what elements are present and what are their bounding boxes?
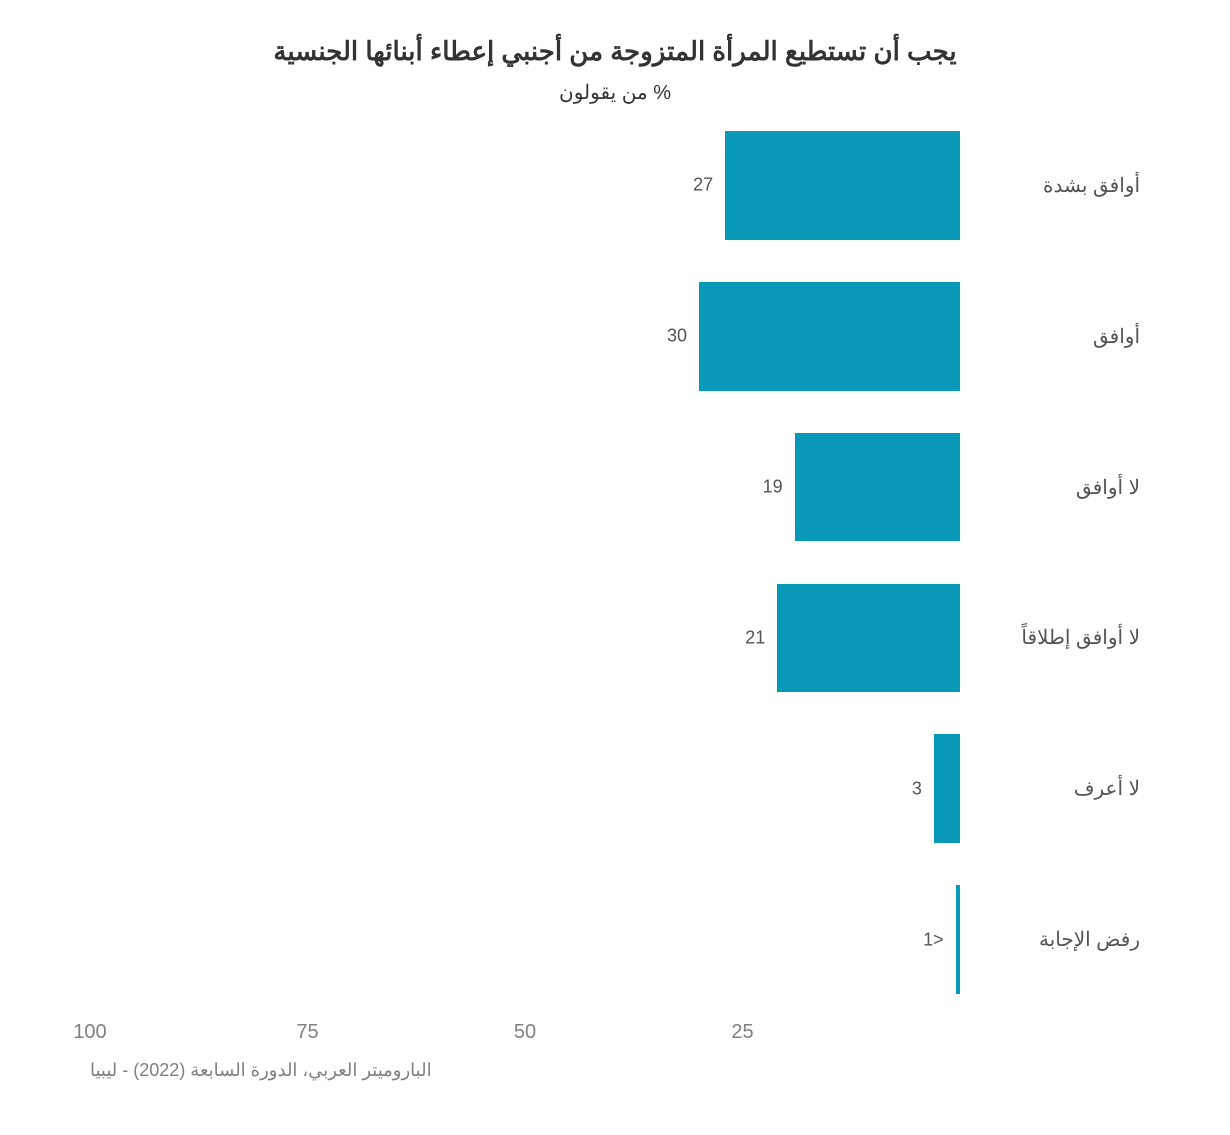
x-axis-tick: 25 (731, 1021, 753, 1044)
chart-title: يجب أن تستطيع المرأة المتزوجة من أجنبي إ… (90, 36, 1140, 67)
bars-area: 27 30 19 21 3 1> (90, 110, 960, 1015)
value-label: 19 (763, 477, 783, 498)
bar (956, 885, 960, 994)
value-label: 27 (693, 175, 713, 196)
category-label-text: لا أوافق إطلاقاً (1021, 625, 1140, 650)
plot-area: أوافق بشدة أوافق لا أوافق لا أوافق إطلاقاً ل… (90, 110, 1140, 1015)
x-axis: 255075100 (90, 1021, 960, 1045)
category-label-text: أوافق (1093, 324, 1140, 349)
chart-stage: يجب أن تستطيع المرأة المتزوجة من أجنبي إ… (0, 0, 1230, 1135)
value-label: 21 (745, 627, 765, 648)
x-axis-tick: 100 (73, 1021, 106, 1044)
bar-row: 21 (90, 563, 960, 714)
bar-row: 30 (90, 261, 960, 412)
source-caption: الباروميتر العربي، الدورة السابعة (2022)… (90, 1060, 432, 1081)
category-label: رفض الإجابة (960, 864, 1140, 1015)
bar (725, 131, 960, 240)
value-label: 3 (912, 778, 922, 799)
bar-row: 27 (90, 110, 960, 261)
bar (934, 734, 960, 843)
category-label: أوافق (960, 261, 1140, 412)
bar (795, 433, 960, 542)
category-label-text: لا أعرف (1074, 776, 1140, 801)
x-axis-tick: 50 (514, 1021, 536, 1044)
category-label: لا أعرف (960, 713, 1140, 864)
bar-row: 19 (90, 412, 960, 563)
bar-row: 3 (90, 713, 960, 864)
category-label-column: أوافق بشدة أوافق لا أوافق لا أوافق إطلاقاً ل… (960, 110, 1140, 1015)
chart-subtitle: % من يقولون (90, 80, 1140, 105)
category-label-text: رفض الإجابة (1039, 927, 1140, 952)
x-axis-tick: 75 (296, 1021, 318, 1044)
category-label: لا أوافق (960, 412, 1140, 563)
bar-row: 1> (90, 864, 960, 1015)
category-label: لا أوافق إطلاقاً (960, 562, 1140, 713)
category-label: أوافق بشدة (960, 110, 1140, 261)
bar (699, 282, 960, 391)
category-label-text: لا أوافق (1076, 475, 1140, 500)
value-label: 1> (923, 929, 944, 950)
value-label: 30 (667, 326, 687, 347)
bar (777, 584, 960, 693)
category-label-text: أوافق بشدة (1043, 173, 1140, 198)
